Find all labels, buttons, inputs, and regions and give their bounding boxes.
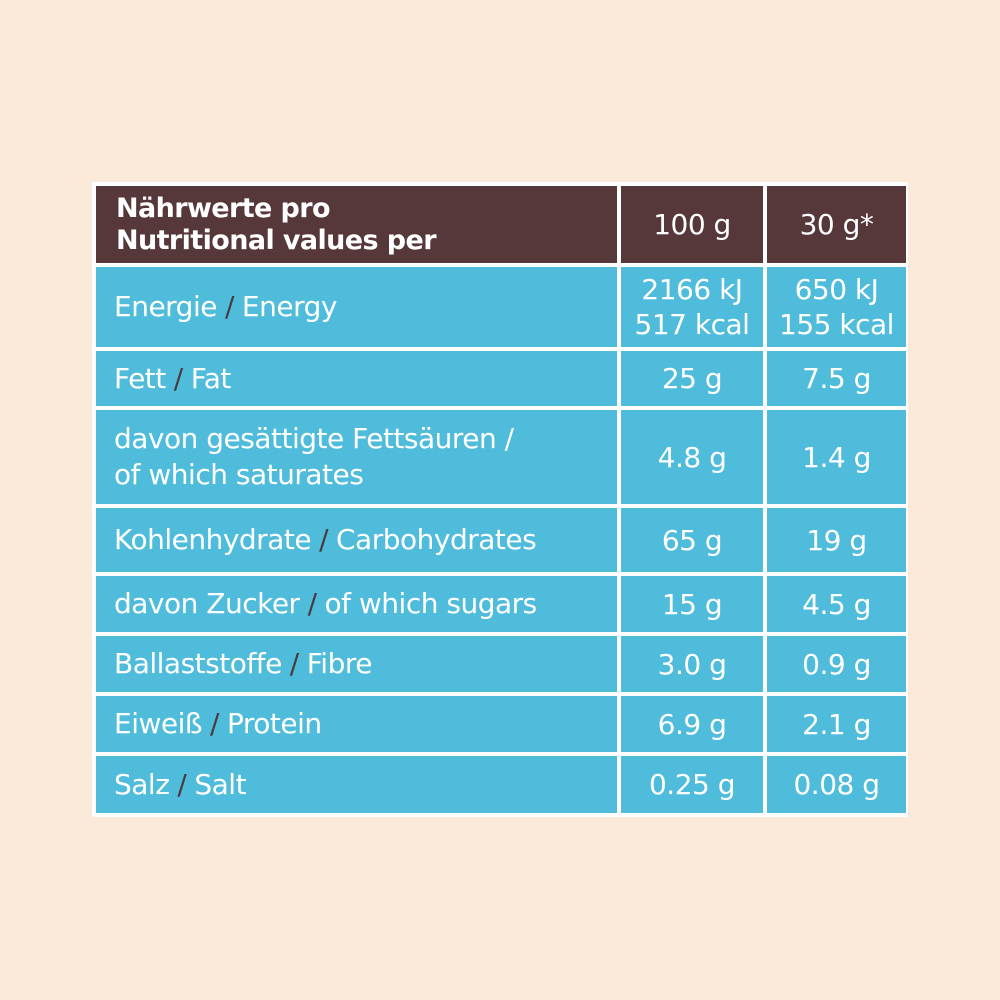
- row-salt-en: Salt: [194, 767, 247, 801]
- row-energy-30g-kj: 650 kJ: [794, 273, 879, 306]
- row-carbohydrates-30g: 19 g: [767, 508, 906, 572]
- row-protein-sep: /: [210, 707, 219, 740]
- header-col-100g: 100 g: [621, 186, 763, 263]
- row-sugars-de: davon Zucker: [114, 587, 300, 620]
- row-saturates-100g: 4.8 g: [621, 410, 763, 504]
- row-energy-100g: 2166 kJ 517 kcal: [621, 267, 763, 347]
- row-energy-en: Energy: [241, 290, 338, 323]
- row-protein-30g: 2.1 g: [767, 696, 906, 752]
- row-sugars-sep: /: [307, 587, 317, 620]
- row-salt-sep: /: [177, 767, 187, 801]
- row-fat-100g-value: 25 g: [661, 362, 723, 395]
- header-label-de: Nährwerte pro: [116, 192, 331, 224]
- row-protein-en: Protein: [226, 707, 322, 740]
- row-fat-en: Fat: [190, 361, 232, 395]
- row-energy-label: Energie / Energy: [96, 267, 617, 347]
- row-salt-100g-value: 0.25 g: [648, 768, 736, 801]
- row-fibre-30g-value: 0.9 g: [802, 647, 871, 681]
- row-energy-30g-kcal: 155 kcal: [779, 308, 894, 341]
- row-fibre-label: Ballaststoffe / Fibre: [96, 636, 617, 692]
- header-col-100g-text: 100 g: [653, 208, 731, 241]
- header-label-en: Nutritional values per: [116, 224, 437, 256]
- header-col-30g: 30 g*: [767, 186, 906, 263]
- row-fat-label: Fett / Fat: [96, 351, 617, 406]
- row-carbohydrates-100g-value: 65 g: [661, 523, 723, 557]
- row-fibre-100g-value: 3.0 g: [657, 647, 727, 681]
- row-fibre-de: Ballaststoffe: [114, 647, 282, 680]
- row-sugars-100g: 15 g: [621, 576, 763, 632]
- row-protein-de: Eiweiß: [114, 707, 203, 740]
- row-fat-30g-value: 7.5 g: [802, 362, 871, 395]
- row-fat-100g: 25 g: [621, 351, 763, 406]
- row-energy-100g-kcal: 517 kcal: [634, 308, 750, 341]
- row-sugars-label: davon Zucker / of which sugars: [96, 576, 617, 632]
- row-fibre-en: Fibre: [306, 647, 373, 680]
- row-fat-de: Fett: [114, 361, 166, 395]
- row-energy-100g-kj: 2166 kJ: [641, 273, 743, 306]
- row-fibre-30g: 0.9 g: [767, 636, 906, 692]
- row-energy-sep: /: [224, 290, 234, 323]
- row-carbohydrates-30g-value: 19 g: [806, 523, 867, 557]
- row-carbohydrates-100g: 65 g: [621, 508, 763, 572]
- row-energy-de: Energie: [114, 290, 217, 323]
- row-salt-100g: 0.25 g: [621, 756, 763, 813]
- row-protein-100g: 6.9 g: [621, 696, 763, 752]
- row-salt-label: Salz / Salt: [96, 756, 617, 813]
- row-carbohydrates-sep: /: [319, 523, 328, 556]
- row-carbohydrates-en: Carbohydrates: [336, 523, 537, 556]
- row-salt-30g: 0.08 g: [767, 756, 906, 813]
- row-saturates-label: davon gesättigte Fettsäuren / of which s…: [96, 410, 617, 504]
- row-salt-30g-value: 0.08 g: [793, 768, 880, 801]
- header-label: Nährwerte pro Nutritional values per: [96, 186, 617, 263]
- header-col-30g-text: 30 g*: [799, 208, 874, 241]
- row-carbohydrates-label: Kohlenhydrate / Carbohydrates: [96, 508, 617, 572]
- row-carbohydrates-de: Kohlenhydrate: [114, 523, 312, 556]
- row-protein-label: Eiweiß / Protein: [96, 696, 617, 752]
- row-saturates-de: davon gesättigte Fettsäuren /: [114, 422, 514, 455]
- row-saturates-100g-value: 4.8 g: [657, 440, 727, 474]
- row-sugars-30g-value: 4.5 g: [802, 587, 871, 621]
- row-protein-30g-value: 2.1 g: [802, 707, 871, 741]
- row-fibre-sep: /: [289, 647, 299, 680]
- row-salt-de: Salz: [114, 767, 170, 801]
- row-sugars-en: of which sugars: [324, 587, 538, 620]
- row-saturates-30g-value: 1.4 g: [802, 440, 871, 474]
- row-fat-30g: 7.5 g: [767, 351, 906, 406]
- row-sugars-30g: 4.5 g: [767, 576, 906, 632]
- row-fat-sep: /: [173, 361, 183, 395]
- nutrition-table: Nährwerte pro Nutritional values per 100…: [92, 182, 908, 817]
- row-protein-100g-value: 6.9 g: [657, 707, 727, 741]
- row-energy-30g: 650 kJ 155 kcal: [767, 267, 906, 347]
- row-fibre-100g: 3.0 g: [621, 636, 763, 692]
- row-saturates-30g: 1.4 g: [767, 410, 906, 504]
- row-sugars-100g-value: 15 g: [661, 587, 723, 621]
- row-saturates-en: of which saturates: [114, 458, 364, 491]
